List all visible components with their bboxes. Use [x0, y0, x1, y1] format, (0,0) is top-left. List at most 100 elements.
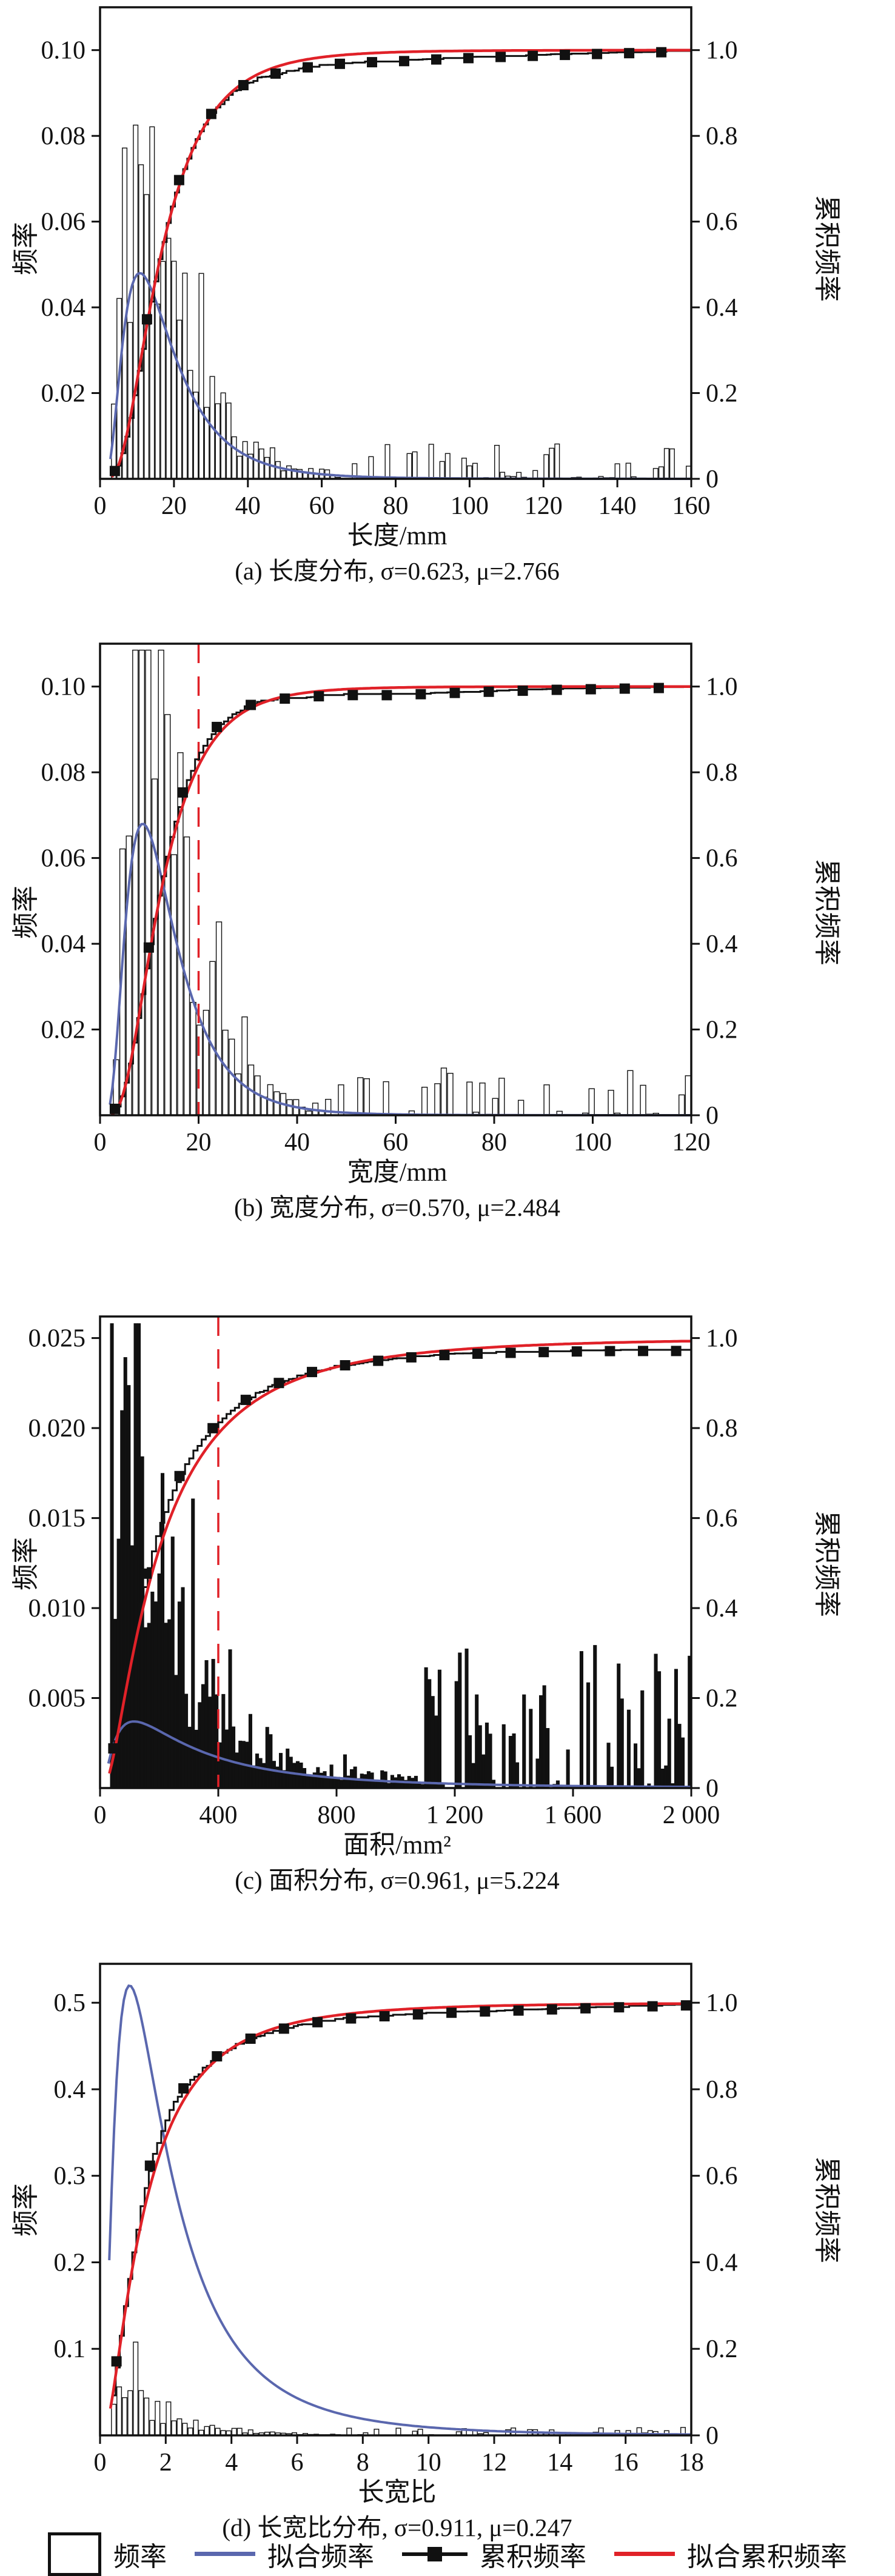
- y-axis-label-cumulative-a: 累积频率: [812, 195, 842, 302]
- svg-text:20: 20: [161, 492, 187, 520]
- legend-label: 频率: [113, 2541, 167, 2572]
- svg-text:14: 14: [547, 2449, 572, 2477]
- svg-text:0: 0: [94, 2449, 107, 2477]
- svg-text:0.2: 0.2: [706, 1016, 738, 1044]
- svg-text:0.04: 0.04: [41, 930, 86, 958]
- svg-text:2: 2: [159, 2449, 172, 2477]
- svg-text:100: 100: [574, 1129, 612, 1156]
- caption-a: (a) 长度分布, σ=0.623, μ=2.766: [235, 557, 560, 585]
- legend-label: 累积频率: [480, 2541, 586, 2572]
- svg-text:0.1: 0.1: [54, 2335, 86, 2363]
- blue-line-icon: [195, 2552, 255, 2556]
- svg-text:0: 0: [706, 1775, 719, 1803]
- y-axis-label-cumulative-d: 累积频率: [812, 2157, 842, 2263]
- svg-text:120: 120: [525, 492, 563, 520]
- svg-text:0.5: 0.5: [54, 1989, 86, 2017]
- svg-text:1 200: 1 200: [426, 1801, 484, 1829]
- svg-text:0.2: 0.2: [54, 2249, 86, 2277]
- svg-text:1.0: 1.0: [706, 37, 738, 65]
- svg-text:0.4: 0.4: [706, 930, 738, 958]
- y-axis-label-frequency-b: 频率: [11, 886, 41, 939]
- legend-label: 拟合频率: [267, 2541, 374, 2572]
- legend-item-fitted-cumulative-frequency: 拟合累积频率: [614, 2535, 847, 2574]
- svg-text:100: 100: [451, 492, 489, 520]
- svg-text:0.6: 0.6: [706, 2163, 738, 2191]
- svg-text:0.010: 0.010: [28, 1595, 86, 1623]
- x-axis-label-d: 长宽比: [358, 2478, 437, 2507]
- svg-text:0.2: 0.2: [706, 380, 738, 408]
- legend-item-frequency: 频率: [48, 2532, 167, 2576]
- svg-text:120: 120: [672, 1129, 711, 1156]
- svg-text:80: 80: [481, 1129, 507, 1156]
- svg-text:0.020: 0.020: [28, 1415, 86, 1443]
- svg-text:2 000: 2 000: [663, 1801, 720, 1829]
- svg-text:12: 12: [481, 2449, 507, 2477]
- svg-text:0.025: 0.025: [28, 1325, 86, 1353]
- svg-text:0: 0: [94, 1129, 107, 1156]
- svg-text:0.005: 0.005: [28, 1685, 86, 1713]
- legend-item-cumulative-frequency: 累积频率: [402, 2535, 586, 2574]
- svg-text:0: 0: [706, 465, 719, 493]
- svg-text:800: 800: [318, 1801, 356, 1829]
- svg-text:60: 60: [309, 492, 335, 520]
- svg-text:0.4: 0.4: [706, 294, 738, 322]
- svg-text:0.08: 0.08: [41, 759, 86, 787]
- svg-text:0.10: 0.10: [41, 673, 86, 701]
- svg-text:6: 6: [291, 2449, 304, 2477]
- svg-text:1.0: 1.0: [706, 1325, 738, 1353]
- svg-text:0.4: 0.4: [54, 2076, 86, 2104]
- svg-text:0.2: 0.2: [706, 2335, 738, 2363]
- svg-text:0.8: 0.8: [706, 2076, 738, 2104]
- caption-c: (c) 面积分布, σ=0.961, μ=5.224: [235, 1866, 560, 1894]
- y-axis-label-cumulative-c: 累积频率: [812, 1510, 842, 1617]
- x-axis-label-c: 面积/mm²: [343, 1831, 451, 1860]
- svg-text:1.0: 1.0: [706, 673, 738, 701]
- svg-text:0.015: 0.015: [28, 1505, 86, 1533]
- svg-text:8: 8: [357, 2449, 369, 2477]
- svg-text:0.6: 0.6: [706, 845, 738, 873]
- svg-text:1.0: 1.0: [706, 1989, 738, 2017]
- svg-text:0.3: 0.3: [54, 2163, 86, 2191]
- chart-a-canvas: 0 20 40 60 80 100 120 140 160 0.02 0.04 0.06 0.08 0.1…: [41, 6, 738, 520]
- y-axis-label-frequency-d: 频率: [11, 2183, 41, 2237]
- svg-text:0.8: 0.8: [706, 1415, 738, 1443]
- svg-text:20: 20: [186, 1129, 212, 1156]
- svg-text:4: 4: [225, 2449, 238, 2477]
- svg-text:16: 16: [613, 2449, 639, 2477]
- svg-text:0.2: 0.2: [706, 1685, 738, 1713]
- svg-text:0.6: 0.6: [706, 209, 738, 236]
- svg-text:0.04: 0.04: [41, 294, 86, 322]
- svg-text:400: 400: [199, 1801, 238, 1829]
- svg-text:0.10: 0.10: [41, 37, 86, 65]
- caption-b: (b) 宽度分布, σ=0.570, μ=2.484: [234, 1193, 560, 1221]
- svg-text:0.8: 0.8: [706, 122, 738, 150]
- svg-text:40: 40: [284, 1129, 310, 1156]
- legend: 频率 拟合频率 累积频率 拟合累积频率: [0, 2532, 895, 2576]
- svg-text:0.02: 0.02: [41, 380, 86, 408]
- y-axis-label-frequency-a: 频率: [11, 222, 41, 275]
- svg-text:1 600: 1 600: [545, 1801, 602, 1829]
- svg-text:0: 0: [706, 2422, 719, 2450]
- chart-c-canvas: 0 400 800 1 200 1 600 2 000 0.005 0.010 0.015 0.0…: [28, 1315, 738, 1829]
- chart-a-block: 0 20 40 60 80 100 120 140 160 0.02 0.04 0.06 0.08 0.1…: [0, 0, 895, 609]
- x-axis-label-a: 长度/mm: [347, 522, 448, 550]
- chart-c-block: 0 400 800 1 200 1 600 2 000 0.005 0.010 0.015 0.0…: [0, 1309, 895, 1952]
- svg-text:40: 40: [235, 492, 261, 520]
- svg-text:60: 60: [383, 1129, 409, 1156]
- chart-b-block: 0 20 40 60 80 100 120 0.02 0.04 0.06 0.08 0.10 0 0.2 0…: [0, 636, 895, 1303]
- caption-d: (d) 长宽比分布, σ=0.911, μ=0.247: [222, 2514, 572, 2541]
- svg-text:0.4: 0.4: [706, 1595, 738, 1623]
- legend-label: 拟合累积频率: [687, 2541, 847, 2572]
- y-axis-label-cumulative-b: 累积频率: [812, 859, 842, 966]
- svg-text:140: 140: [598, 492, 637, 520]
- x-axis-label-b: 宽度/mm: [347, 1158, 448, 1187]
- svg-text:0.08: 0.08: [41, 122, 86, 150]
- chart-d-canvas: 0 2 4 6 8 10 12 14 16 18 0.1 0.2 0.3 0.4 0.5 0 0.2 0.4 0.6…: [54, 1963, 738, 2477]
- y-axis-label-frequency-c: 频率: [11, 1537, 41, 1590]
- svg-text:18: 18: [679, 2449, 704, 2477]
- chart-b-canvas: 0 20 40 60 80 100 120 0.02 0.04 0.06 0.08 0.10 0 0.2 0…: [41, 642, 738, 1156]
- svg-text:0.6: 0.6: [706, 1505, 738, 1533]
- svg-text:80: 80: [383, 492, 409, 520]
- svg-text:160: 160: [672, 492, 711, 520]
